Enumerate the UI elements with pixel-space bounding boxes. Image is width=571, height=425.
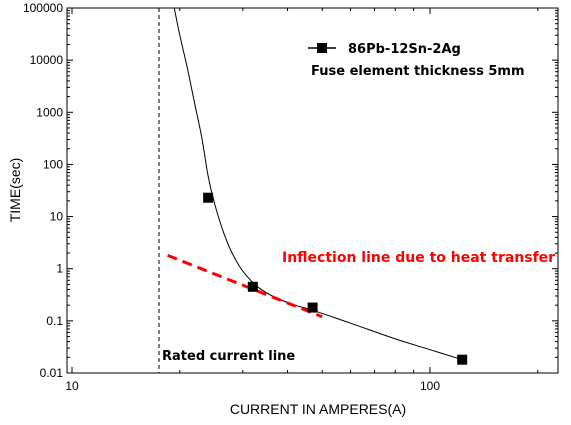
data-point-marker	[457, 354, 468, 365]
y-tick-label: 0.01	[40, 366, 64, 380]
y-tick-label: 1000	[36, 105, 63, 119]
y-tick-label: 0.1	[46, 314, 63, 328]
y-tick-label: 100	[43, 157, 63, 171]
rated-current-annotation: Rated current line	[162, 349, 295, 364]
ticks-group	[67, 7, 558, 374]
y-tick-label: 10	[50, 210, 64, 224]
tick-labels-group: 0.01 0.1 1 10 100 1000 10000 100000 10 100	[23, 1, 440, 393]
y-tick-label: 100000	[23, 1, 63, 15]
y-tick-label: 1	[56, 262, 63, 276]
data-point-marker	[307, 302, 318, 313]
data-markers	[203, 192, 468, 365]
legend: 86Pb-12Sn-2Ag Fuse element thickness 5mm	[308, 42, 525, 79]
legend-subtitle: Fuse element thickness 5mm	[311, 64, 525, 79]
data-point-marker	[247, 281, 258, 292]
legend-series-label: 86Pb-12Sn-2Ag	[348, 42, 461, 57]
fit-curve	[173, 7, 463, 361]
y-tick-label: 10000	[30, 53, 64, 67]
inflection-annotation: Inflection line due to heat transfer	[282, 250, 555, 266]
x-tick-label: 10	[65, 379, 79, 393]
x-axis-title: CURRENT IN AMPERES(A)	[230, 401, 406, 417]
x-tick-label: 100	[420, 379, 440, 393]
inflection-line	[167, 254, 323, 319]
data-point-marker	[203, 192, 214, 203]
y-axis-title: TIME(sec)	[7, 158, 23, 223]
plot-frame	[66, 7, 559, 374]
legend-marker	[317, 43, 327, 53]
